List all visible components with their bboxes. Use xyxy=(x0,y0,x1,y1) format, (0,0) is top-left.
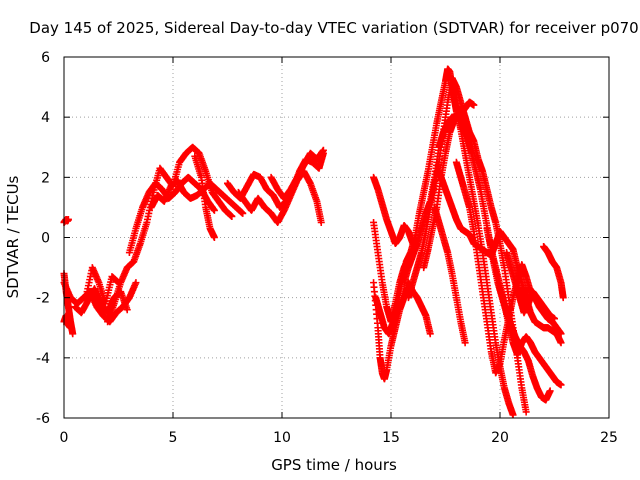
series-s23 xyxy=(483,224,565,389)
data-point xyxy=(239,209,247,217)
x-tick-label: 25 xyxy=(600,430,618,446)
y-axis-label: SDTVAR / TECUs xyxy=(4,175,22,298)
y-tick-label: -4 xyxy=(36,351,50,367)
data-point xyxy=(426,330,434,338)
series-s2 xyxy=(60,312,75,332)
series-s9 xyxy=(191,152,218,241)
data-series xyxy=(60,65,567,419)
y-tick-label: -6 xyxy=(36,411,50,427)
y-tick-label: 4 xyxy=(41,110,50,126)
y-tick-label: 2 xyxy=(41,170,50,186)
series-s12 xyxy=(267,146,327,202)
x-tick-label: 5 xyxy=(169,430,178,446)
data-point xyxy=(67,324,75,332)
data-point xyxy=(210,234,218,241)
data-point xyxy=(319,146,327,154)
y-tick-label: 0 xyxy=(41,231,50,247)
axis-ticks: 0 5 10 15 20 25 -6 -4 -2 0 2 4 6 xyxy=(36,50,618,446)
data-point xyxy=(64,215,72,223)
data-point xyxy=(132,279,140,287)
data-point xyxy=(69,330,77,338)
series-s5 xyxy=(82,264,122,308)
data-point xyxy=(522,408,530,416)
data-point xyxy=(557,339,565,347)
data-point xyxy=(317,218,325,226)
y-tick-label: -2 xyxy=(36,291,50,307)
y-tick-label: 6 xyxy=(41,50,50,66)
series-s18 xyxy=(404,74,530,416)
data-point xyxy=(551,315,558,323)
data-point xyxy=(559,294,567,302)
data-point xyxy=(210,206,218,214)
series-early xyxy=(60,215,72,226)
data-point xyxy=(557,381,565,389)
x-tick-label: 15 xyxy=(382,430,400,446)
series-s24 xyxy=(503,249,558,323)
x-tick-label: 20 xyxy=(491,430,509,446)
series-s7 xyxy=(125,173,218,257)
series-s20 xyxy=(431,203,469,347)
x-axis-label: GPS time / hours xyxy=(271,456,397,474)
data-point xyxy=(123,306,131,314)
series-s6 xyxy=(104,143,236,326)
x-tick-label: 0 xyxy=(60,430,69,446)
data-point xyxy=(557,330,565,338)
data-point xyxy=(461,339,469,347)
x-tick-label: 10 xyxy=(273,430,291,446)
data-point xyxy=(509,411,517,419)
series-s13 xyxy=(370,173,421,248)
series-s25 xyxy=(540,243,567,302)
data-point xyxy=(228,212,236,220)
chart-title: Day 145 of 2025, Sidereal Day-to-day VTE… xyxy=(29,19,638,37)
data-point xyxy=(470,101,478,109)
data-point xyxy=(546,387,554,395)
